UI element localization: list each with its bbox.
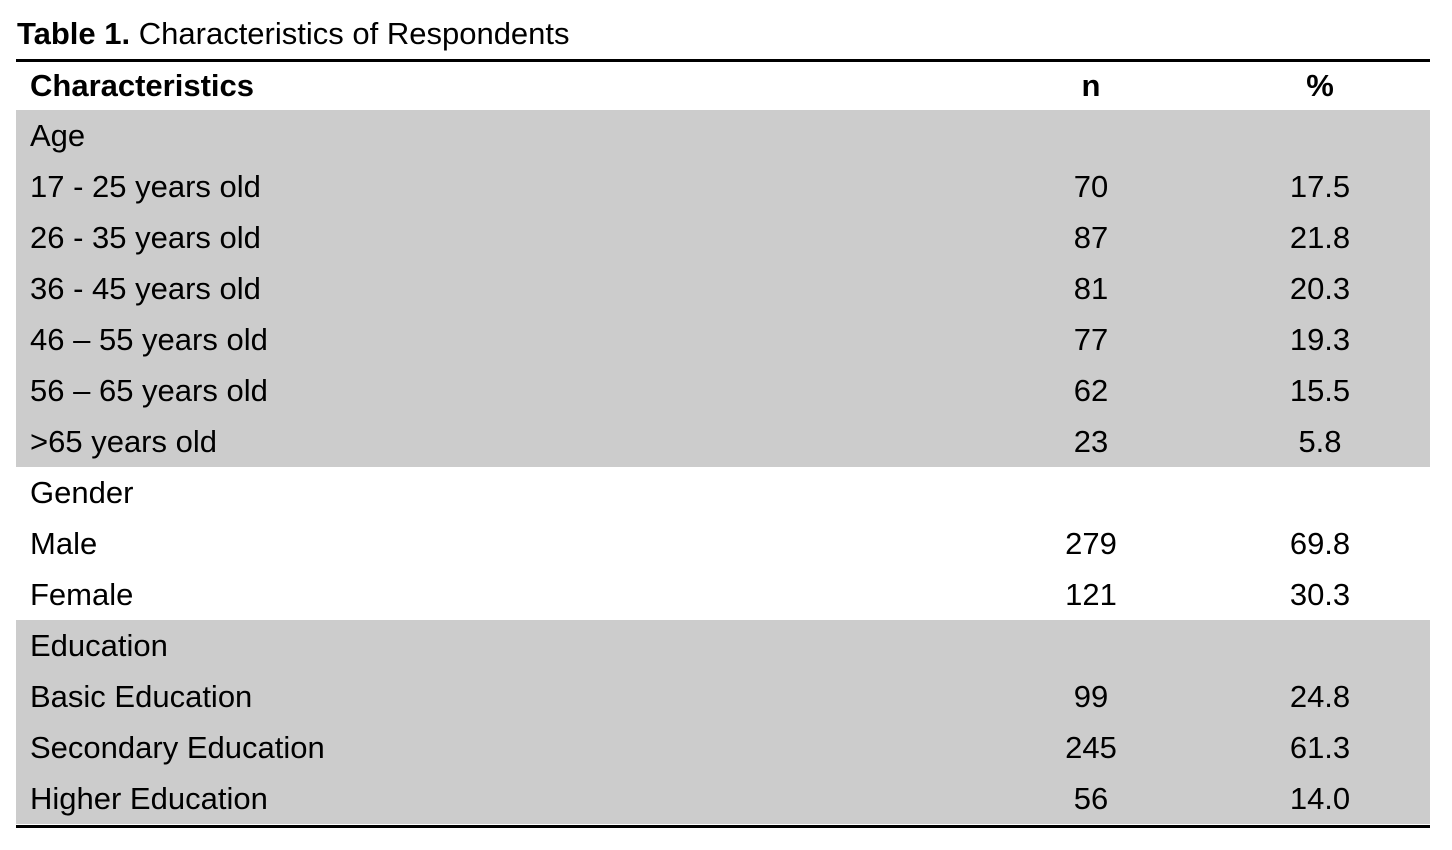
row-label: Male bbox=[30, 526, 98, 561]
data-row: 56 – 65 years old 62 15.5 bbox=[16, 365, 1430, 416]
group-name: Gender bbox=[30, 475, 134, 510]
row-label: Higher Education bbox=[30, 781, 268, 816]
count-cell: 279 bbox=[1065, 526, 1117, 561]
data-row: Male 279 69.8 bbox=[16, 518, 1430, 569]
row-label: 56 – 65 years old bbox=[30, 373, 268, 408]
row-label: 46 – 55 years old bbox=[30, 322, 268, 357]
percent-cell: 69.8 bbox=[1289, 526, 1351, 561]
data-row: >65 years old 23 5.8 bbox=[16, 416, 1430, 467]
percent-cell: 24.8 bbox=[1289, 679, 1351, 714]
header-row: Characteristics n % bbox=[16, 62, 1430, 110]
percent-cell: 5.8 bbox=[1298, 424, 1342, 459]
bottom-rule bbox=[16, 825, 1430, 828]
header-cell: Characteristics bbox=[30, 68, 255, 103]
count-cell: 70 bbox=[1073, 169, 1109, 204]
count-cell: 81 bbox=[1073, 271, 1109, 306]
top-rule bbox=[16, 59, 1430, 62]
data-row: Higher Education 56 14.0 bbox=[16, 773, 1430, 824]
row-label: >65 years old bbox=[30, 424, 217, 459]
row-label: Secondary Education bbox=[30, 730, 325, 765]
percent-cell: 30.3 bbox=[1289, 577, 1351, 612]
count-cell: 77 bbox=[1073, 322, 1109, 357]
percent-cell: 20.3 bbox=[1289, 271, 1351, 306]
count-cell: 99 bbox=[1073, 679, 1109, 714]
group-name: Education bbox=[30, 628, 168, 663]
percent-cell: 61.3 bbox=[1289, 730, 1351, 765]
data-row: Basic Education 99 24.8 bbox=[16, 671, 1430, 722]
count-cell: 23 bbox=[1073, 424, 1109, 459]
table-caption: Table 1. Characteristics of Respondents bbox=[17, 14, 570, 54]
percent-cell: 21.8 bbox=[1289, 220, 1351, 255]
data-row: Secondary Education 245 61.3 bbox=[16, 722, 1430, 773]
data-row: 26 - 35 years old 87 21.8 bbox=[16, 212, 1430, 263]
group-row: Age bbox=[16, 110, 1430, 161]
group-row: Gender bbox=[16, 467, 1430, 518]
row-label: 17 - 25 years old bbox=[30, 169, 261, 204]
row-label: Basic Education bbox=[30, 679, 253, 714]
table-title: Characteristics of Respondents bbox=[138, 16, 570, 51]
count-cell: 62 bbox=[1073, 373, 1109, 408]
data-row: Female 121 30.3 bbox=[16, 569, 1430, 620]
row-label: 36 - 45 years old bbox=[30, 271, 261, 306]
percent-cell: 17.5 bbox=[1289, 169, 1351, 204]
count-cell: 245 bbox=[1065, 730, 1117, 765]
data-row: 46 – 55 years old 77 19.3 bbox=[16, 314, 1430, 365]
row-label: 26 - 35 years old bbox=[30, 220, 261, 255]
header-cell: n bbox=[1081, 68, 1101, 103]
group-name: Age bbox=[30, 118, 86, 153]
header-cell: % bbox=[1306, 68, 1334, 103]
count-cell: 56 bbox=[1073, 781, 1109, 816]
data-row: 17 - 25 years old 70 17.5 bbox=[16, 161, 1430, 212]
group-row: Education bbox=[16, 620, 1430, 671]
row-label: Female bbox=[30, 577, 134, 612]
percent-cell: 15.5 bbox=[1289, 373, 1351, 408]
data-row: 36 - 45 years old 81 20.3 bbox=[16, 263, 1430, 314]
count-cell: 121 bbox=[1065, 577, 1117, 612]
count-cell: 87 bbox=[1073, 220, 1109, 255]
percent-cell: 14.0 bbox=[1289, 781, 1351, 816]
percent-cell: 19.3 bbox=[1289, 322, 1351, 357]
table-label: Table 1. bbox=[17, 16, 131, 51]
